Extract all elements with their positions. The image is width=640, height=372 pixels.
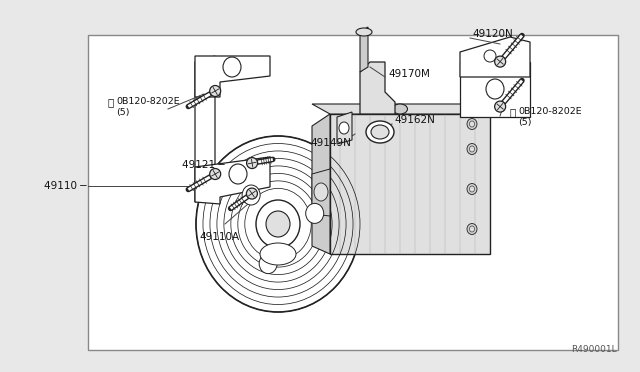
Text: (5): (5): [116, 108, 129, 116]
Text: 49110A: 49110A: [200, 232, 240, 242]
Ellipse shape: [470, 186, 474, 192]
Text: (5): (5): [518, 118, 531, 126]
Polygon shape: [312, 114, 330, 254]
Ellipse shape: [246, 157, 257, 169]
Polygon shape: [360, 27, 368, 72]
Text: Ⓑ: Ⓑ: [510, 107, 516, 117]
Text: R490001L: R490001L: [572, 345, 617, 354]
Text: Ⓑ: Ⓑ: [107, 97, 113, 107]
Ellipse shape: [371, 125, 389, 139]
Ellipse shape: [259, 254, 277, 273]
Polygon shape: [337, 112, 352, 144]
Ellipse shape: [470, 226, 474, 232]
Ellipse shape: [467, 224, 477, 234]
Ellipse shape: [196, 136, 360, 312]
Ellipse shape: [467, 144, 477, 154]
Ellipse shape: [242, 185, 260, 205]
Ellipse shape: [229, 164, 247, 184]
Polygon shape: [460, 37, 530, 77]
Bar: [88, 35, 618, 350]
Ellipse shape: [223, 57, 241, 77]
Ellipse shape: [495, 101, 506, 112]
Ellipse shape: [495, 56, 506, 67]
Ellipse shape: [486, 79, 504, 99]
Ellipse shape: [210, 86, 221, 96]
Polygon shape: [195, 157, 270, 204]
Ellipse shape: [470, 121, 474, 127]
Text: 49110 ─: 49110 ─: [44, 181, 86, 191]
Ellipse shape: [484, 50, 496, 62]
Text: 49162N: 49162N: [394, 115, 435, 125]
Polygon shape: [312, 104, 490, 114]
Text: 0B120-8202E: 0B120-8202E: [518, 108, 582, 116]
Ellipse shape: [467, 119, 477, 129]
Polygon shape: [360, 62, 395, 114]
Ellipse shape: [210, 169, 221, 180]
Polygon shape: [330, 114, 490, 254]
Ellipse shape: [356, 28, 372, 36]
Ellipse shape: [470, 146, 474, 152]
Ellipse shape: [246, 188, 257, 199]
Text: 0B120-8202E: 0B120-8202E: [116, 97, 180, 106]
Text: 49121 ─: 49121 ─: [182, 160, 225, 170]
Ellipse shape: [339, 122, 349, 134]
Ellipse shape: [314, 183, 328, 201]
Ellipse shape: [256, 200, 300, 248]
Text: 49149N: 49149N: [310, 138, 351, 148]
Ellipse shape: [366, 121, 394, 143]
Ellipse shape: [306, 203, 324, 224]
Text: 49170M: 49170M: [388, 69, 430, 79]
Polygon shape: [460, 62, 530, 117]
Ellipse shape: [467, 183, 477, 195]
Ellipse shape: [392, 104, 408, 114]
Polygon shape: [312, 169, 330, 216]
Ellipse shape: [361, 100, 379, 112]
Text: 49120N: 49120N: [472, 29, 513, 39]
Polygon shape: [195, 56, 215, 202]
Ellipse shape: [266, 211, 290, 237]
Ellipse shape: [260, 243, 296, 265]
Polygon shape: [195, 56, 270, 97]
